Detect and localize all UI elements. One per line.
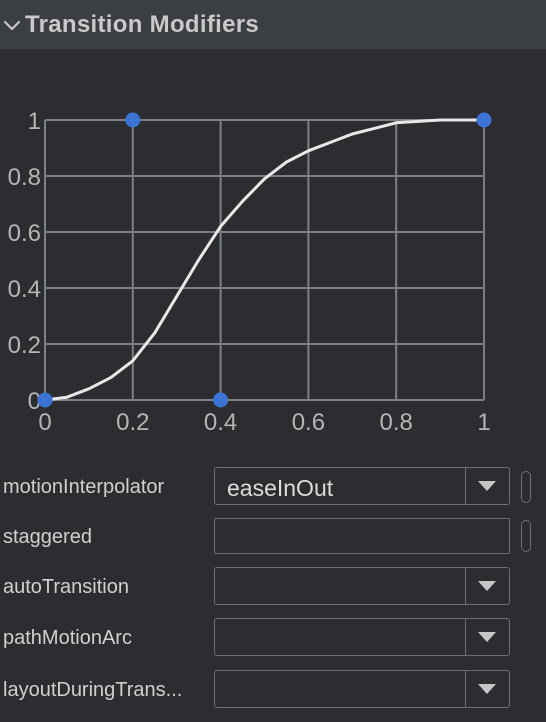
dropdown-arrow-button[interactable] (465, 468, 509, 504)
panel-title: Transition Modifiers (25, 11, 260, 38)
y-tick-label: 0.2 (8, 332, 41, 359)
motion-interpolator-label: motionInterpolator (3, 476, 165, 498)
dropdown-arrow-button[interactable] (465, 671, 509, 707)
x-tick-label: 0.4 (204, 409, 237, 436)
y-tick-label: 0.8 (8, 164, 41, 191)
control-point-handle[interactable] (37, 392, 53, 408)
y-tick-label: 1 (28, 108, 41, 135)
path-motion-arc-label: pathMotionArc (3, 627, 132, 649)
path-motion-arc-dropdown[interactable] (214, 618, 510, 656)
x-tick-label: 0 (38, 409, 51, 436)
dropdown-arrow-button[interactable] (465, 619, 509, 655)
dropdown-arrow-button[interactable] (465, 568, 509, 604)
triangle-down-icon (478, 481, 496, 491)
triangle-down-icon (478, 581, 496, 591)
layout-during-transition-label: layoutDuringTrans... (3, 679, 183, 701)
motion-interpolator-dropdown[interactable]: easeInOut (214, 467, 510, 505)
control-point-handle[interactable] (213, 392, 229, 408)
x-tick-label: 0.8 (380, 409, 413, 436)
y-tick-label: 0.6 (8, 220, 41, 247)
easing-curve-chart[interactable]: 0 0.2 0.4 0.6 0.8 1 0 0.2 0.4 0.6 0.8 1 (0, 50, 546, 440)
staggered-input[interactable] (214, 518, 510, 554)
control-point-handle[interactable] (125, 112, 141, 128)
auto-transition-dropdown[interactable] (214, 567, 510, 605)
easing-curve-line (43, 118, 486, 402)
staggered-label: staggered (3, 526, 92, 548)
triangle-down-icon (478, 684, 496, 694)
motion-interpolator-value: easeInOut (227, 475, 334, 501)
control-point-handle[interactable] (476, 112, 492, 128)
y-tick-label: 0 (28, 388, 41, 415)
triangle-down-icon (478, 632, 496, 642)
auto-transition-label: autoTransition (3, 576, 129, 598)
x-tick-label: 0.2 (116, 409, 149, 436)
layout-during-transition-dropdown[interactable] (214, 670, 510, 708)
x-tick-label: 1 (477, 409, 490, 436)
panel-header[interactable]: Transition Modifiers (0, 0, 546, 50)
y-tick-label: 0.4 (8, 276, 41, 303)
motion-interpolator-handle[interactable] (521, 471, 531, 503)
staggered-handle[interactable] (521, 520, 531, 552)
x-tick-label: 0.6 (292, 409, 325, 436)
chevron-down-icon[interactable] (2, 16, 22, 36)
